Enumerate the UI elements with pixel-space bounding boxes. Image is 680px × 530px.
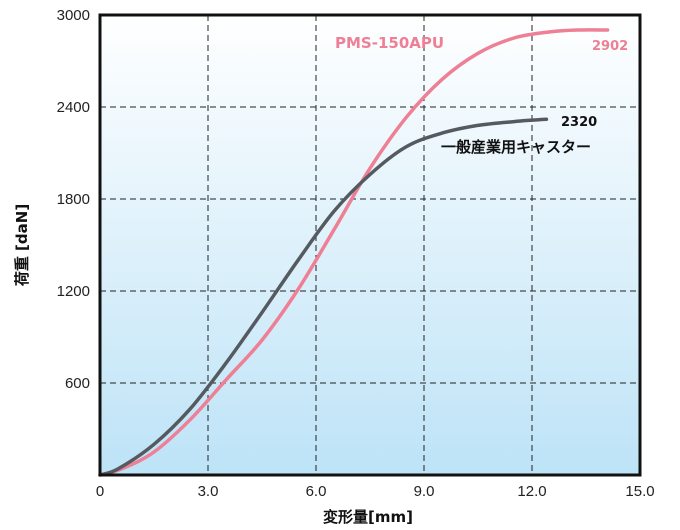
plot-area xyxy=(100,15,640,475)
x-axis-title: 変形量[mm] xyxy=(323,508,413,526)
end-value-label-general-caster: 2320 xyxy=(561,115,597,130)
series-line-pms-150apu xyxy=(98,28,610,477)
x-tick-label: 9.0 xyxy=(414,483,435,500)
y-tick-label: 600 xyxy=(65,375,90,392)
y-tick-label: 1800 xyxy=(57,191,90,208)
tick-labels: 0 3.0 6.0 9.0 12.0 15.0 600 1200 1800 2400 3000 xyxy=(57,7,655,500)
series-line-general-caster xyxy=(98,117,549,477)
y-tick-label: 2400 xyxy=(57,99,90,116)
series-name-pms-150apu: PMS-150APU xyxy=(335,34,444,52)
y-axis-title: 荷重 [daN] xyxy=(13,204,31,286)
x-tick-label: 12.0 xyxy=(517,483,546,500)
gridlines xyxy=(100,15,640,475)
plot-frame xyxy=(98,13,642,477)
x-tick-label: 0 xyxy=(96,483,104,500)
x-tick-label: 3.0 xyxy=(198,483,219,500)
end-value-label-pms-150apu: 2902 xyxy=(592,39,628,54)
y-tick-label: 3000 xyxy=(57,7,90,24)
y-tick-label: 1200 xyxy=(57,283,90,300)
series-name-general-caster: 一般産業用キャスター xyxy=(441,138,591,156)
series-lines xyxy=(98,28,610,477)
x-tick-label: 6.0 xyxy=(306,483,327,500)
x-tick-label: 15.0 xyxy=(625,483,654,500)
